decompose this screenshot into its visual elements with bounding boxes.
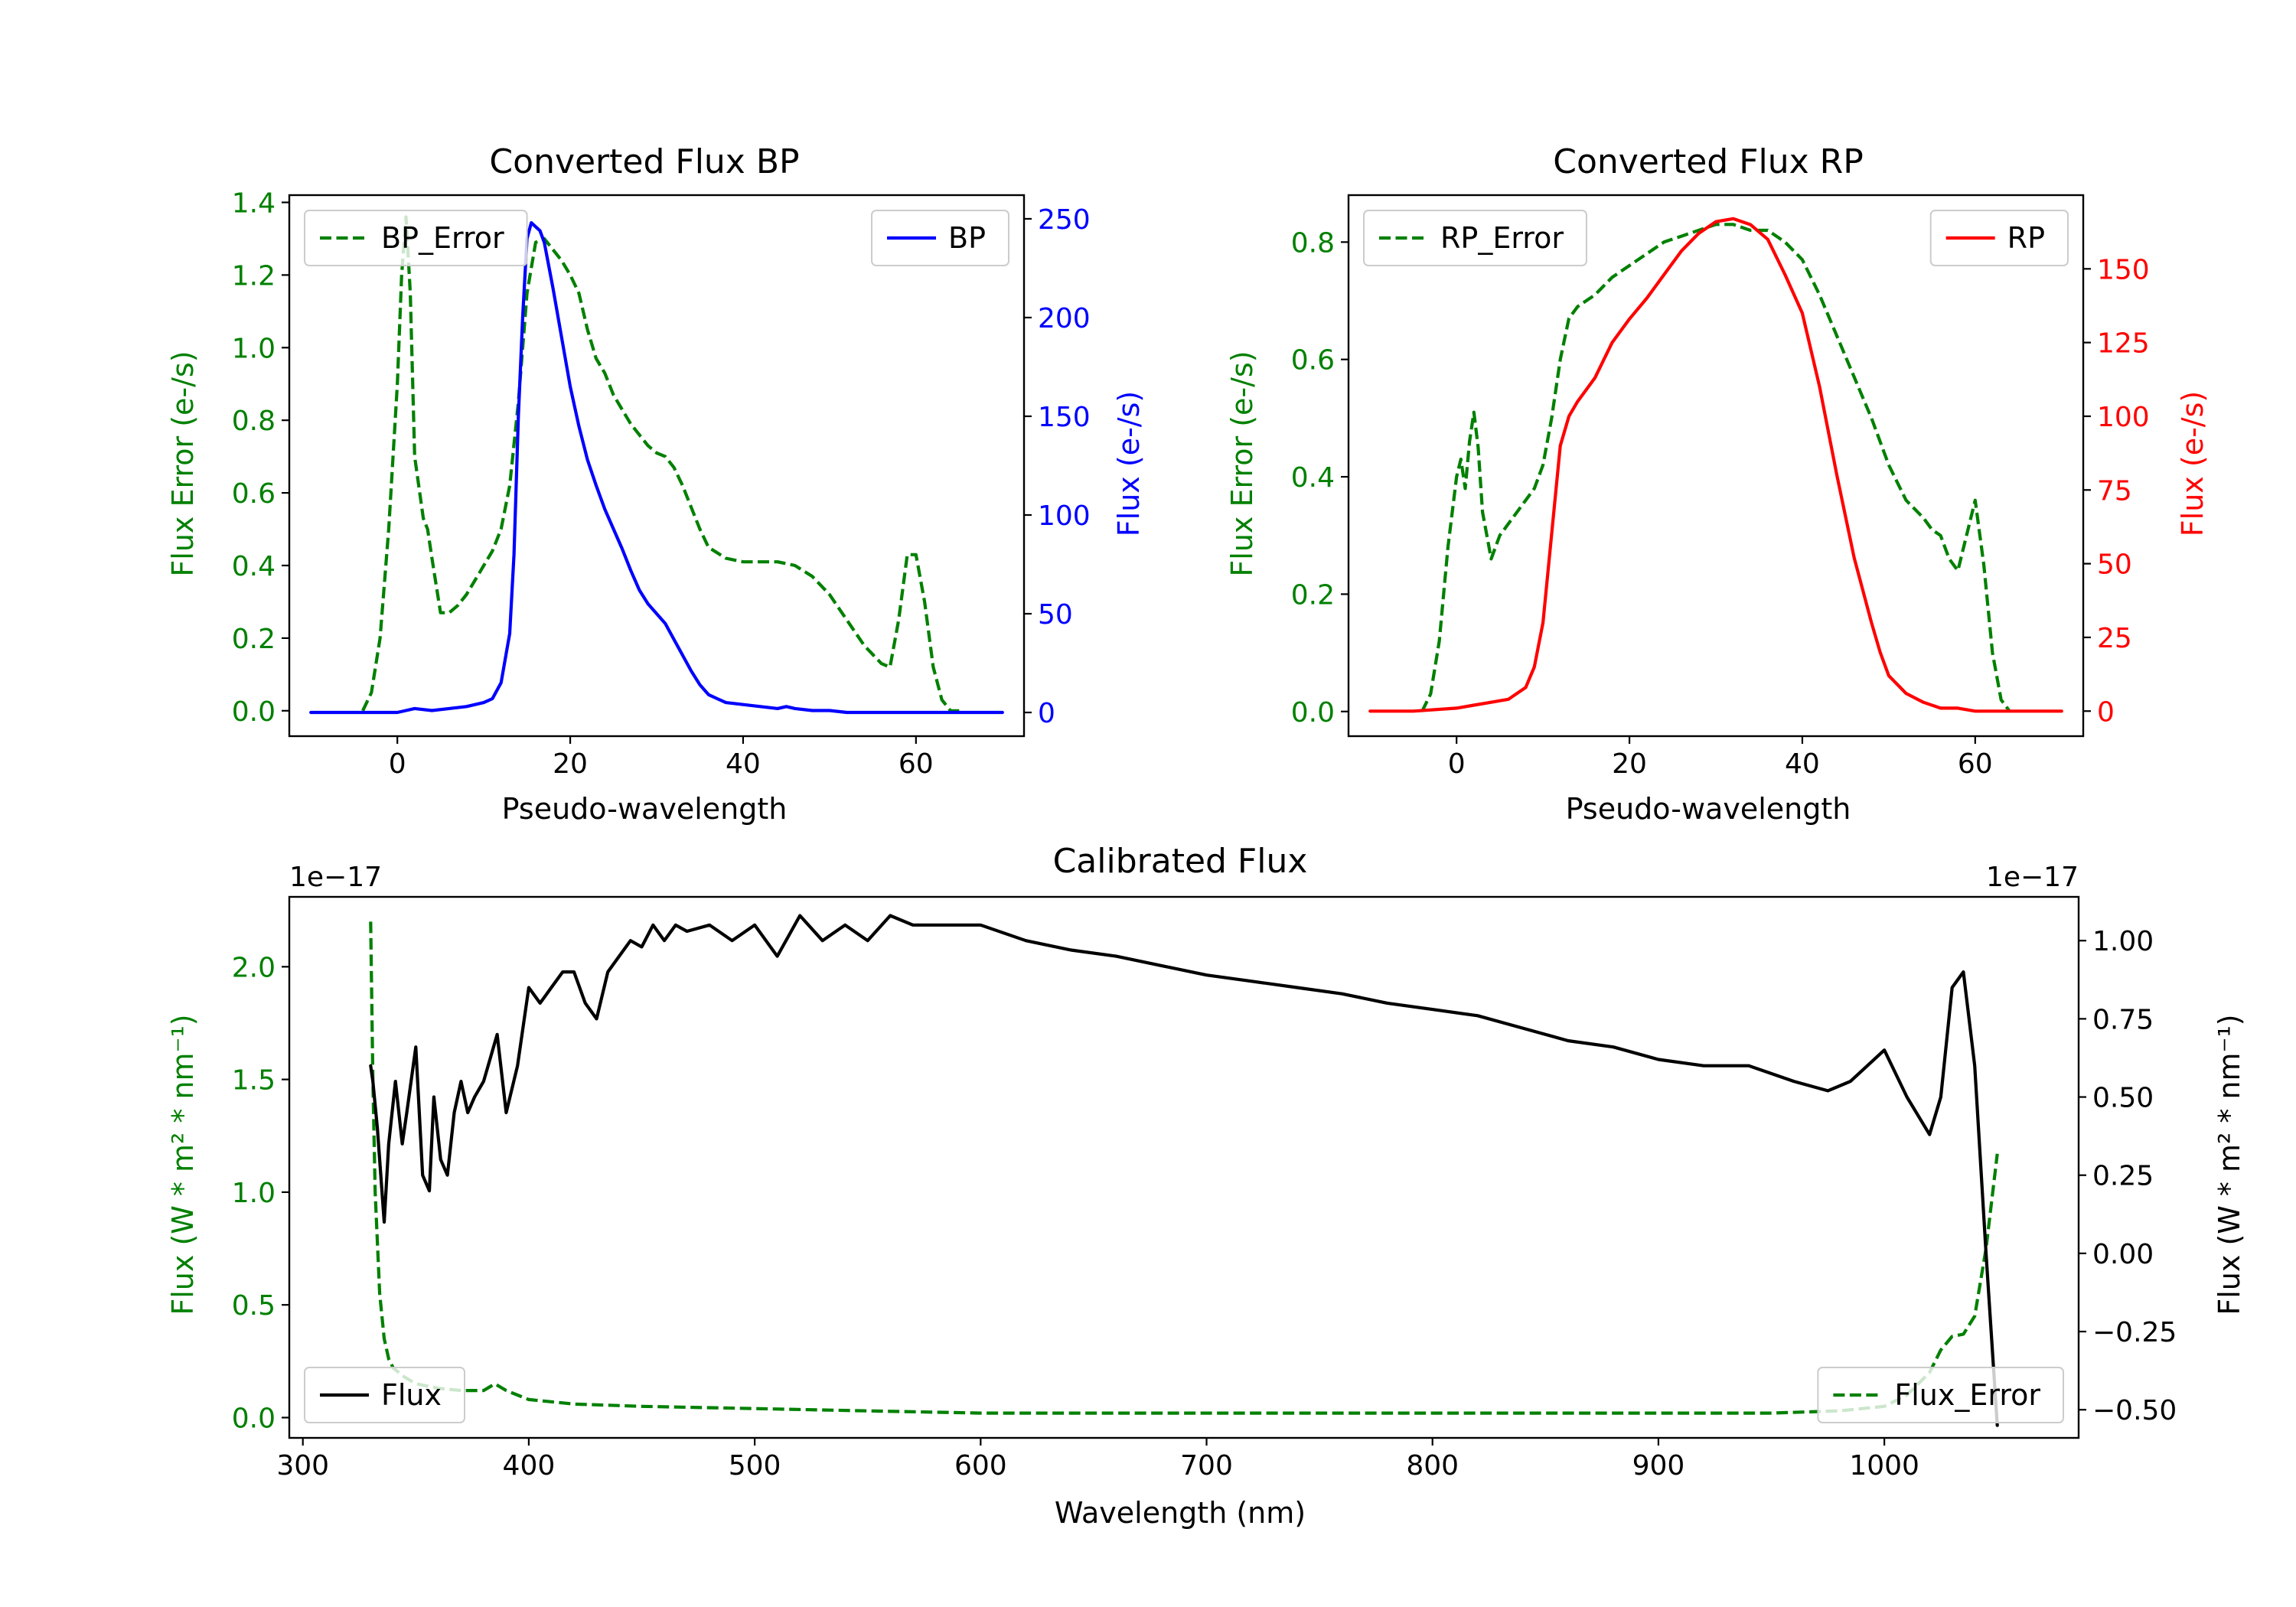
- calibrated-legend-flux-error: Flux_Error: [1817, 1367, 2064, 1423]
- bp-ylabel-left: Flux Error (e-/s): [166, 350, 200, 576]
- calibrated-x-tick-label: 1000: [1849, 1450, 1919, 1482]
- calibrated-xlabel: Wavelength (nm): [1055, 1496, 1306, 1530]
- calibrated-ylabel-right: Flux (W * m² * nm⁻¹): [2213, 1014, 2246, 1315]
- calibrated-legend-flux: Flux: [304, 1367, 465, 1423]
- rp-x-tick-label: 40: [1785, 748, 1820, 780]
- bp-legend-bp: BP: [871, 210, 1009, 266]
- calibrated-ylabel-left: Flux (W * m² * nm⁻¹): [166, 1014, 200, 1315]
- rp-series-rp: [1368, 217, 2063, 713]
- bp-x-tick-label: 20: [553, 748, 588, 780]
- calibrated-x-tick-label: 800: [1406, 1450, 1459, 1482]
- bp-y-right-tick-label: 200: [1038, 303, 1091, 334]
- calibrated-axes-frame: [288, 895, 2080, 1439]
- rp-ylabel-left: Flux Error (e-/s): [1225, 350, 1259, 576]
- rp-y-right-tick-label: 100: [2097, 402, 2150, 433]
- bp-xlabel: Pseudo-wavelength: [502, 792, 788, 826]
- calibrated-y-right-tick-label: 1.00: [2092, 926, 2154, 957]
- panel-bp: Converted Flux BP Pseudo-wavelength Flux…: [166, 142, 1146, 826]
- calibrated-y-left-tick-label: 1.0: [232, 1178, 276, 1209]
- rp-title: Converted Flux RP: [1553, 142, 1864, 181]
- calibrated-legend-label: Flux: [381, 1378, 442, 1412]
- bp-y-left-tick-label: 1.2: [232, 260, 276, 292]
- calibrated-x-tick-label: 300: [276, 1450, 329, 1482]
- rp-xlabel: Pseudo-wavelength: [1566, 792, 1851, 826]
- calibrated-y-right-tick-label: 0.25: [2092, 1161, 2154, 1192]
- calibrated-offset-left: 1e−17: [289, 862, 382, 893]
- rp-y-right-tick-label: 50: [2097, 549, 2132, 581]
- bp-y-right-tick-label: 50: [1038, 599, 1073, 631]
- calibrated-offset-right: 1e−17: [1986, 862, 2079, 893]
- rp-y-left-tick-label: 0.6: [1291, 345, 1335, 376]
- bp-y-right-tick-label: 150: [1038, 402, 1091, 433]
- bp-legend-bp-error: BP_Error: [304, 210, 528, 266]
- bp-y-left-tick-label: 1.0: [232, 333, 276, 364]
- bp-legend-label: BP: [948, 221, 986, 255]
- calibrated-legend-label: Flux_Error: [1894, 1378, 2040, 1412]
- calibrated-title: Calibrated Flux: [1053, 842, 1308, 881]
- rp-y-right-tick-label: 25: [2097, 623, 2132, 654]
- panel-rp: Converted Flux RP Pseudo-wavelength Flux…: [1225, 142, 2210, 826]
- calibrated-y-right-tick-label: −0.25: [2092, 1317, 2177, 1348]
- calibrated-x-tick-label: 700: [1180, 1450, 1233, 1482]
- bp-y-left-tick-label: 0.4: [232, 551, 276, 582]
- panel-calibrated: Calibrated Flux Wavelength (nm) Flux (W …: [166, 842, 2246, 1530]
- bp-y-left-tick-label: 0.2: [232, 624, 276, 655]
- rp-y-right-tick-label: 0: [2097, 696, 2115, 728]
- calibrated-y-left-tick-label: 1.5: [232, 1065, 276, 1097]
- bp-series-bp-error: [361, 215, 960, 712]
- rp-legend-label: RP_Error: [1440, 221, 1564, 255]
- bp-x-tick-label: 60: [899, 748, 934, 780]
- calibrated-y-left-tick-label: 0.0: [232, 1403, 276, 1434]
- calibrated-x-tick-label: 500: [729, 1450, 781, 1482]
- calibrated-y-right-tick-label: 0.50: [2092, 1083, 2154, 1114]
- rp-legend-label: RP: [2007, 221, 2045, 255]
- calibrated-x-tick-label: 600: [954, 1450, 1007, 1482]
- calibrated-y-right-tick-label: 0.00: [2092, 1239, 2154, 1270]
- rp-y-right-tick-label: 150: [2097, 254, 2150, 285]
- bp-axes-frame: [288, 194, 1026, 738]
- rp-x-tick-label: 0: [1448, 748, 1466, 780]
- bp-y-left-tick-label: 0.0: [232, 696, 276, 728]
- calibrated-y-right-tick-label: −0.50: [2092, 1395, 2177, 1426]
- rp-y-left-tick-label: 0.2: [1291, 579, 1335, 611]
- rp-y-left-tick-label: 0.4: [1291, 462, 1335, 494]
- bp-y-right-tick-label: 0: [1038, 698, 1055, 729]
- rp-y-right-tick-label: 75: [2097, 475, 2132, 507]
- bp-y-left-tick-label: 0.8: [232, 406, 276, 437]
- calibrated-x-tick-label: 900: [1632, 1450, 1685, 1482]
- bp-y-left-tick-label: 0.6: [232, 478, 276, 510]
- rp-y-left-tick-label: 0.8: [1291, 227, 1335, 259]
- calibrated-series-flux: [369, 914, 1999, 1427]
- calibrated-x-tick-label: 400: [503, 1450, 556, 1482]
- rp-axes-frame: [1347, 194, 2085, 738]
- bp-series-bp: [309, 221, 1004, 715]
- calibrated-y-right-tick-label: 0.75: [2092, 1004, 2154, 1035]
- rp-ylabel-right: Flux (e-/s): [2176, 391, 2210, 536]
- bp-x-tick-label: 0: [389, 748, 406, 780]
- calibrated-y-left-tick-label: 0.5: [232, 1290, 276, 1322]
- bp-y-right-tick-label: 250: [1038, 204, 1091, 236]
- bp-legend-label: BP_Error: [381, 221, 504, 255]
- rp-y-left-tick-label: 0.0: [1291, 697, 1335, 729]
- bp-y-left-tick-label: 1.4: [232, 187, 276, 219]
- bp-title: Converted Flux BP: [489, 142, 799, 181]
- bp-x-tick-label: 40: [726, 748, 761, 780]
- calibrated-y-left-tick-label: 2.0: [232, 952, 276, 983]
- rp-legend-rp-error: RP_Error: [1363, 210, 1587, 266]
- rp-x-tick-label: 20: [1612, 748, 1647, 780]
- rp-y-right-tick-label: 125: [2097, 328, 2150, 360]
- bp-ylabel-right: Flux (e-/s): [1112, 391, 1146, 536]
- bp-y-right-tick-label: 100: [1038, 500, 1091, 532]
- rp-x-tick-label: 60: [1958, 748, 1993, 780]
- rp-series-rp-error: [1420, 223, 2011, 713]
- rp-legend-rp: RP: [1929, 210, 2069, 266]
